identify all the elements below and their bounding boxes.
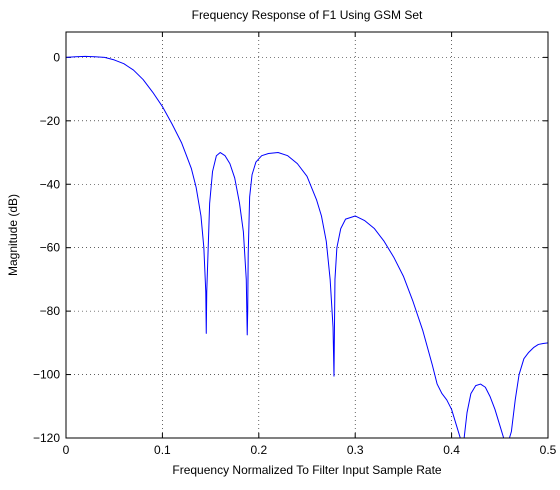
x-tick-label: 0.1 [154,443,171,457]
y-tick-label: −120 [33,431,60,445]
y-tick-label: 0 [53,50,60,64]
y-tick-label: −20 [40,114,61,128]
series-layer [66,55,548,438]
series-line [66,55,548,438]
chart-title: Frequency Response of F1 Using GSM Set [192,8,423,22]
x-tick-labels: 0 0.1 0.2 0.3 0.4 0.5 [63,443,557,457]
x-axis-label: Frequency Normalized To Filter Input Sam… [172,463,442,477]
plot-background [66,32,548,438]
plot-frame [65,31,549,439]
y-tick-label: −100 [33,368,60,382]
y-axis-label: Magnitude (dB) [6,194,20,276]
y-tick-labels: 0 −20 −40 −60 −80 −100 −120 [33,50,60,445]
x-tick-label: 0.4 [443,443,460,457]
x-tick-label: 0.3 [347,443,364,457]
y-tick-label: −80 [40,304,61,318]
y-tick-label: −40 [40,177,61,191]
x-tick-label: 0.5 [540,443,557,457]
x-tick-label: 0 [63,443,70,457]
x-tick-label: 0.2 [250,443,267,457]
grid [66,32,548,438]
y-tick-label: −60 [40,241,61,255]
